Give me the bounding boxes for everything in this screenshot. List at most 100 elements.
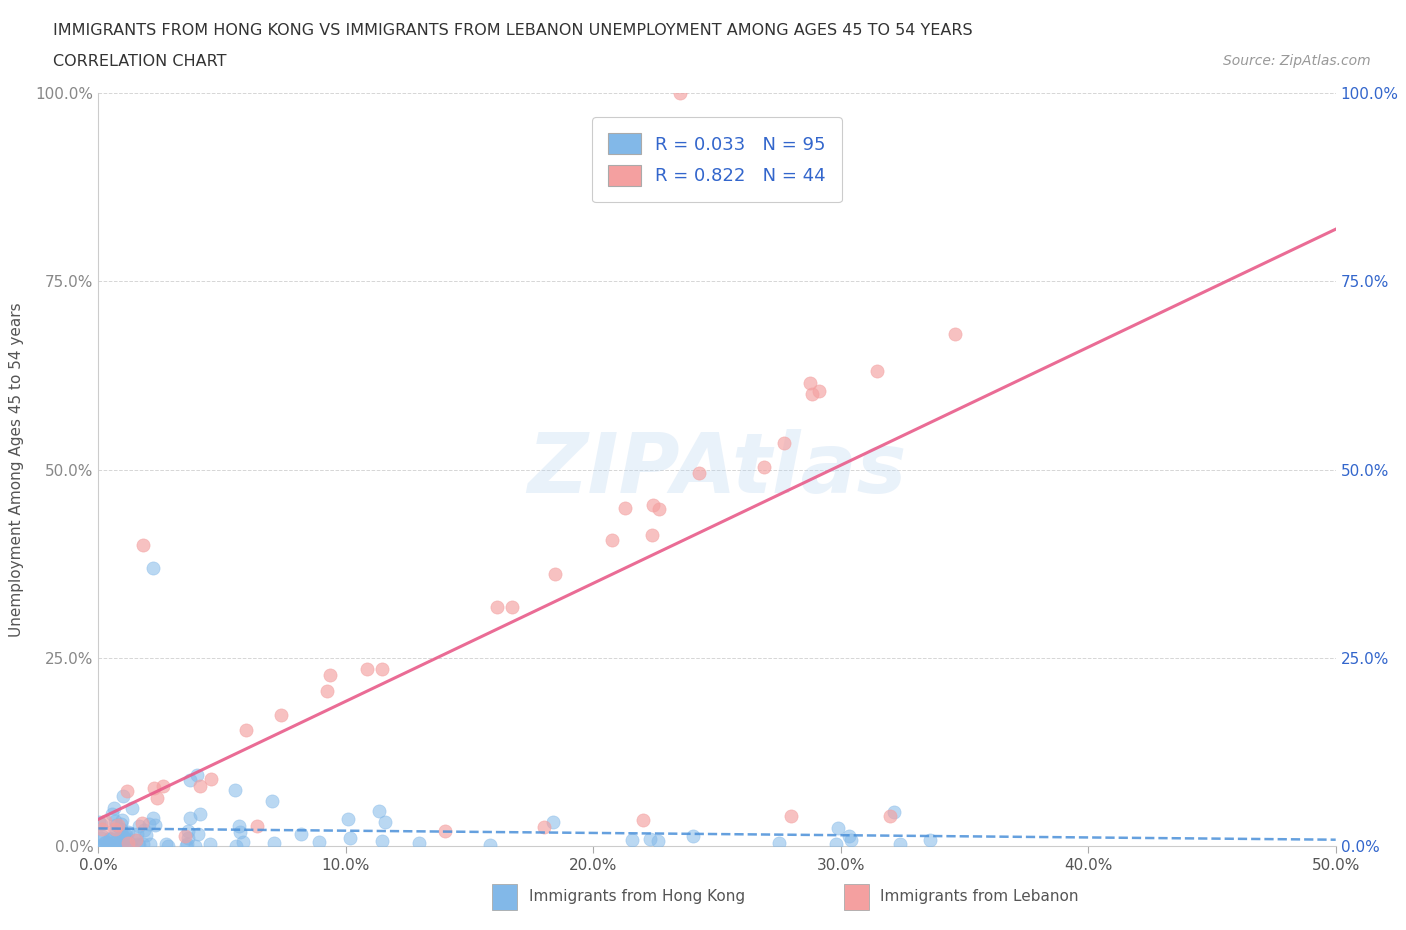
Point (176, 824, 198, 839)
Point (104, 817, 127, 832)
Text: CORRELATION CHART: CORRELATION CHART (53, 54, 226, 69)
Point (107, 838, 129, 853)
Point (198, 837, 221, 852)
Point (112, 827, 135, 842)
Point (131, 837, 153, 852)
Point (337, 812, 360, 827)
Point (613, 500, 636, 515)
Point (111, 813, 134, 828)
Point (104, 834, 127, 849)
Point (533, 820, 555, 835)
Point (780, 809, 803, 824)
Point (371, 661, 394, 676)
Point (688, 466, 710, 481)
Point (224, 782, 246, 797)
Point (143, 817, 166, 832)
Point (96, 838, 118, 853)
Point (808, 383, 831, 398)
Point (641, 498, 664, 512)
Point (290, 827, 312, 842)
Point (339, 830, 361, 845)
Point (647, 501, 669, 516)
Point (866, 364, 889, 379)
Point (110, 829, 132, 844)
Point (128, 818, 150, 833)
Point (801, 387, 824, 402)
Point (91, 822, 114, 837)
Point (101, 806, 124, 821)
Point (176, 838, 198, 853)
Point (179, 773, 201, 788)
Point (246, 818, 269, 833)
Point (90, 839, 112, 854)
Point (235, 723, 257, 737)
Point (176, 830, 198, 845)
Point (100, 831, 122, 846)
Point (103, 814, 125, 829)
Point (374, 815, 396, 830)
Point (176, 837, 198, 852)
Text: Immigrants from Lebanon: Immigrants from Lebanon (880, 889, 1078, 904)
Point (640, 831, 662, 846)
Point (127, 826, 149, 841)
Point (108, 839, 131, 854)
Point (97, 835, 120, 850)
Point (631, 813, 654, 828)
Point (145, 790, 167, 805)
Point (179, 811, 201, 826)
Point (112, 829, 135, 844)
Point (131, 816, 153, 830)
Point (125, 832, 148, 847)
Point (190, 778, 212, 793)
Point (541, 815, 564, 830)
Point (883, 804, 905, 819)
Point (773, 436, 796, 451)
Text: IMMIGRANTS FROM HONG KONG VS IMMIGRANTS FROM LEBANON UNEMPLOYMENT AMONG AGES 45 : IMMIGRANTS FROM HONG KONG VS IMMIGRANTS … (53, 23, 973, 38)
Point (641, 527, 664, 542)
Point (134, 823, 156, 838)
Point (501, 600, 523, 615)
Legend: R = 0.033   N = 95, R = 0.822   N = 44: R = 0.033 N = 95, R = 0.822 N = 44 (592, 117, 842, 202)
Point (433, 824, 456, 839)
Point (121, 801, 143, 816)
Point (90, 830, 112, 845)
Point (190, 806, 212, 821)
Text: ZIPAtlas: ZIPAtlas (527, 429, 907, 511)
Point (100, 831, 122, 846)
Point (115, 828, 138, 843)
Point (319, 668, 342, 683)
Point (139, 836, 162, 851)
Point (104, 821, 127, 836)
Point (87, 839, 110, 854)
Point (108, 822, 131, 837)
Point (315, 684, 337, 698)
Point (115, 838, 138, 853)
Point (155, 836, 177, 851)
Point (879, 809, 901, 824)
Point (356, 662, 378, 677)
Point (200, 771, 222, 786)
Point (308, 834, 330, 849)
Point (91, 829, 114, 844)
Point (98, 831, 121, 846)
Point (825, 836, 848, 851)
Point (128, 837, 150, 852)
Point (232, 834, 254, 849)
Point (124, 832, 146, 847)
Point (89, 815, 111, 830)
Point (111, 789, 134, 804)
Point (157, 839, 180, 854)
Point (94, 834, 117, 849)
Point (142, 560, 165, 575)
Point (270, 708, 292, 723)
Point (96, 839, 118, 854)
Point (408, 836, 430, 851)
Point (104, 824, 127, 839)
Point (94, 813, 117, 828)
Point (799, 376, 821, 391)
Point (152, 778, 174, 793)
Point (544, 567, 567, 582)
Text: Immigrants from Hong Kong: Immigrants from Hong Kong (529, 889, 745, 904)
Text: Source: ZipAtlas.com: Source: ZipAtlas.com (1223, 54, 1371, 68)
Point (838, 829, 860, 844)
